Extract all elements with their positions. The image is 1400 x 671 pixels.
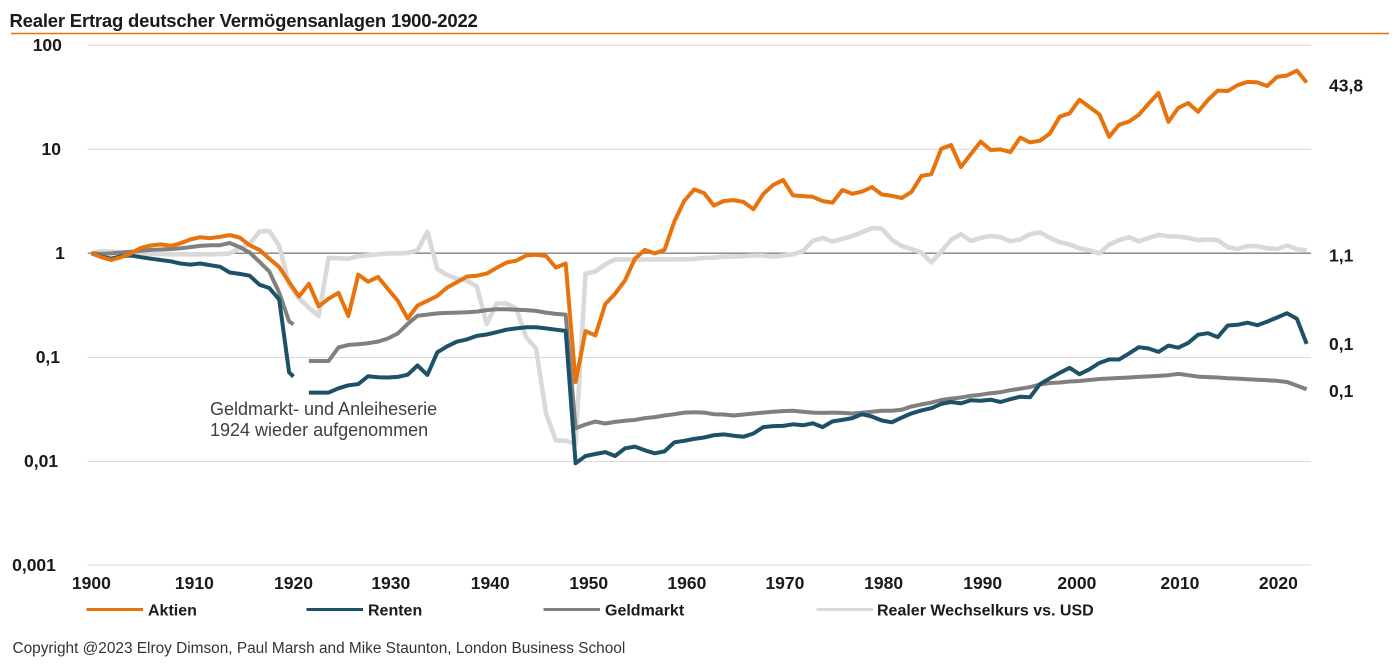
svg-text:Copyright @2023 Elroy Dimson,: Copyright @2023 Elroy Dimson, Paul Marsh… [13,640,626,657]
svg-text:10: 10 [42,139,62,159]
svg-text:1: 1 [55,243,65,263]
svg-text:0,1: 0,1 [1329,334,1354,354]
svg-text:1930: 1930 [371,573,410,593]
svg-text:Geldmarkt- und Anleiheserie: Geldmarkt- und Anleiheserie [210,399,437,419]
svg-text:1980: 1980 [864,573,903,593]
svg-text:1940: 1940 [471,573,510,593]
svg-text:1970: 1970 [765,573,804,593]
svg-text:43,8: 43,8 [1329,76,1363,96]
svg-text:1950: 1950 [569,573,608,593]
svg-text:2000: 2000 [1057,573,1096,593]
svg-text:0,01: 0,01 [24,451,58,471]
svg-text:0,1: 0,1 [1329,381,1354,401]
svg-text:Realer Wechselkurs vs. USD: Realer Wechselkurs vs. USD [877,603,1094,620]
svg-text:1990: 1990 [963,573,1002,593]
svg-text:1,1: 1,1 [1329,246,1354,266]
svg-text:1960: 1960 [667,573,706,593]
svg-text:Renten: Renten [368,603,422,620]
svg-text:1920: 1920 [274,573,313,593]
svg-text:Realer Ertrag deutscher Vermög: Realer Ertrag deutscher Vermögensanlagen… [10,10,478,31]
svg-text:2020: 2020 [1259,573,1298,593]
svg-text:0,1: 0,1 [36,347,61,367]
svg-text:Aktien: Aktien [148,603,197,620]
svg-text:1924 wieder aufgenommen: 1924 wieder aufgenommen [210,420,428,440]
svg-text:1910: 1910 [175,573,214,593]
svg-text:1900: 1900 [72,573,111,593]
svg-text:0,001: 0,001 [12,555,56,575]
svg-text:100: 100 [33,35,62,55]
svg-text:2010: 2010 [1160,573,1199,593]
svg-text:Geldmarkt: Geldmarkt [605,603,685,620]
